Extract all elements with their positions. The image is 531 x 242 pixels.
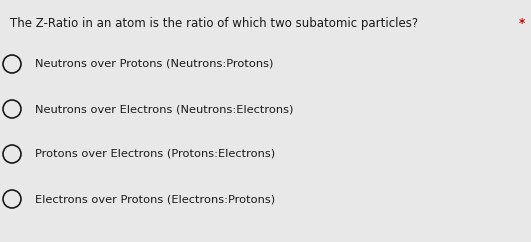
Text: Protons over Electrons (Protons:Electrons): Protons over Electrons (Protons:Electron…: [35, 149, 275, 159]
Text: Neutrons over Protons (Neutrons:Protons): Neutrons over Protons (Neutrons:Protons): [35, 59, 273, 69]
Text: The Z-Ratio in an atom is the ratio of which two subatomic particles?: The Z-Ratio in an atom is the ratio of w…: [10, 17, 418, 30]
Text: Neutrons over Electrons (Neutrons:Electrons): Neutrons over Electrons (Neutrons:Electr…: [35, 104, 293, 114]
Text: *: *: [519, 17, 525, 30]
Text: Electrons over Protons (Electrons:Protons): Electrons over Protons (Electrons:Proton…: [35, 194, 275, 204]
